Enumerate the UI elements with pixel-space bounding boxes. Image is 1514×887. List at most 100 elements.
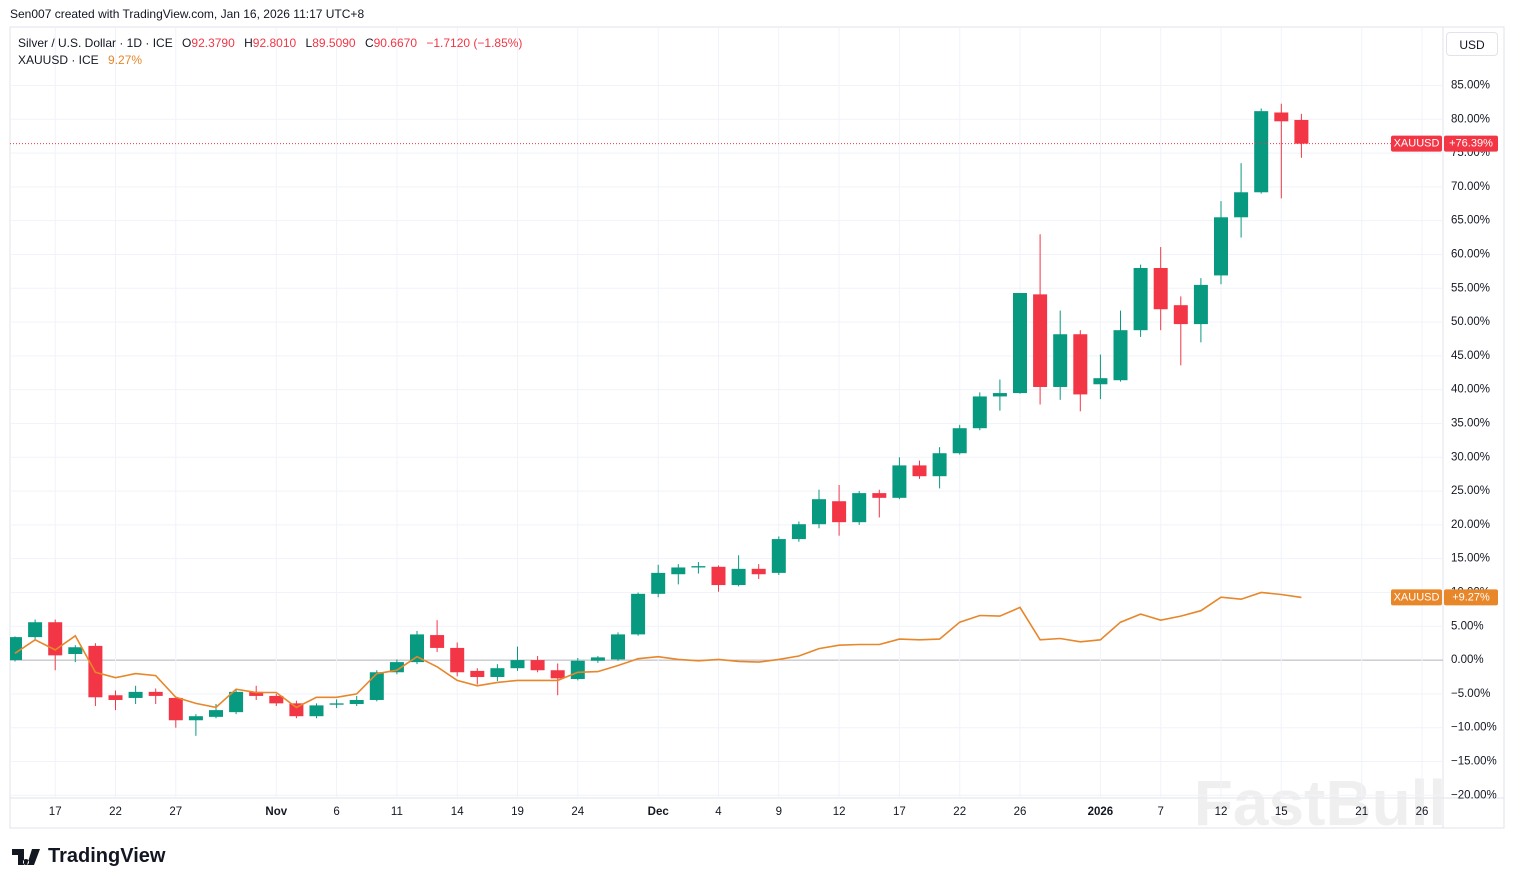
compare-change: 9.27%: [108, 53, 143, 67]
x-tick-label: 2026: [1088, 806, 1114, 818]
plot: [10, 103, 1443, 736]
compare-legend: XAUUSD · ICE 9.27%: [18, 52, 522, 69]
candle-body: [430, 635, 445, 648]
x-tick-label: 21: [1355, 806, 1368, 818]
y-tick-label: 20.00%: [1451, 519, 1490, 531]
candle-body: [229, 691, 244, 713]
symbol: Silver / U.S. Dollar · 1D · ICE: [18, 36, 173, 50]
candle-body: [269, 695, 284, 704]
y-tick-label: −20.00%: [1451, 789, 1497, 801]
price-tag-name-bg: [1391, 589, 1442, 606]
y-tick-label: 70.00%: [1451, 181, 1490, 193]
y-tick-label: 55.00%: [1451, 282, 1490, 294]
candle-body: [651, 572, 666, 594]
candle-body: [1113, 330, 1128, 381]
y-tick-label: −5.00%: [1451, 688, 1490, 700]
candle-body: [1053, 334, 1068, 387]
y-tick-label: −15.00%: [1451, 756, 1497, 768]
candle-body: [812, 499, 826, 525]
x-tick-label: 15: [1275, 806, 1288, 818]
candle-body: [450, 647, 465, 673]
candle-body: [1133, 267, 1148, 331]
ohlc-value: 92.8010: [252, 36, 297, 50]
candle-body: [972, 396, 987, 429]
ohlc-key: C: [364, 36, 374, 50]
ohlc-value: 89.5090: [312, 36, 356, 50]
candle-body: [570, 660, 585, 680]
candle-body: [892, 465, 907, 498]
x-tick-label: 17: [893, 806, 906, 818]
price-tag-bg: [1444, 135, 1498, 152]
y-tick-label: 80.00%: [1451, 113, 1490, 125]
x-tick-label: 17: [49, 806, 62, 818]
y-tick-label: −10.00%: [1451, 722, 1497, 734]
candle-body: [751, 568, 766, 575]
price-tag-name: XAUUSD: [1394, 138, 1440, 150]
candle-body: [1033, 294, 1048, 387]
price-tag-label: +9.27%: [1452, 591, 1490, 603]
compare-line: [14, 591, 1302, 709]
ohlc-key: O: [182, 36, 192, 50]
x-tick-label: 22: [953, 806, 966, 818]
candle-body: [148, 691, 163, 696]
candle-body: [590, 657, 605, 661]
ohlc-value: 92.3790: [191, 36, 235, 50]
watermark: FastBull: [1194, 767, 1446, 839]
candle-body: [209, 710, 223, 717]
ohlc-value: 90.6670: [373, 36, 418, 50]
candle-body: [550, 670, 565, 679]
candle-body: [611, 634, 625, 660]
candle-body: [490, 668, 505, 677]
candle-body: [1254, 111, 1269, 193]
candle-body: [1073, 334, 1088, 395]
currency-button[interactable]: USD: [1446, 32, 1498, 56]
x-tick-label: 26: [1416, 806, 1429, 818]
candle-body: [329, 703, 344, 705]
grid: [10, 27, 1443, 798]
candle-body: [1294, 119, 1309, 144]
candle-body: [369, 672, 384, 700]
y-tick-label: 60.00%: [1451, 249, 1490, 261]
candle-body: [952, 428, 967, 454]
x-tick-label: 11: [391, 806, 403, 818]
x-tick-label: 6: [333, 806, 339, 818]
candle-body: [188, 716, 203, 721]
price-tag-name: XAUUSD: [1394, 591, 1440, 603]
x-tick-label: 4: [715, 806, 722, 818]
y-tick-label: 35.00%: [1451, 418, 1490, 430]
x-tick-label: 12: [833, 806, 846, 818]
candle-body: [289, 703, 304, 717]
candle-body: [1173, 305, 1188, 325]
main-legend: Silver / U.S. Dollar · 1D · ICE O92.3790…: [18, 35, 522, 52]
x-tick-label: 7: [1157, 806, 1163, 818]
ohlc-key: L: [305, 36, 313, 50]
y-tick-label: 65.00%: [1451, 215, 1490, 227]
candle-body: [992, 393, 1007, 397]
candle-body: [671, 567, 686, 575]
x-tick-label: 12: [1215, 806, 1228, 818]
candle-body: [410, 634, 424, 663]
x-tick-label: Dec: [648, 806, 670, 818]
candle-body: [932, 453, 947, 477]
candle-body: [108, 695, 123, 700]
candle-body: [771, 539, 786, 573]
candle-body: [309, 705, 324, 717]
y-tick-label: 50.00%: [1451, 316, 1490, 328]
candle-body: [10, 637, 22, 661]
candle-body: [791, 524, 806, 540]
y-tick-label: 25.00%: [1451, 485, 1490, 497]
x-tick-label: 26: [1014, 806, 1027, 818]
y-tick-label: 15.00%: [1451, 553, 1490, 565]
candle-body: [470, 670, 485, 677]
candle-body: [912, 465, 927, 477]
price-tag-name-bg: [1391, 135, 1442, 152]
ohlc-key: H: [244, 36, 253, 50]
x-tick-label: Nov: [265, 806, 287, 818]
price-tag-bg: [1444, 589, 1498, 606]
x-tick-label: 9: [776, 806, 782, 818]
candle-body: [852, 493, 867, 523]
candle-body: [691, 566, 706, 568]
price-tag-label: +76.39%: [1449, 138, 1493, 150]
candle-body: [168, 697, 183, 721]
